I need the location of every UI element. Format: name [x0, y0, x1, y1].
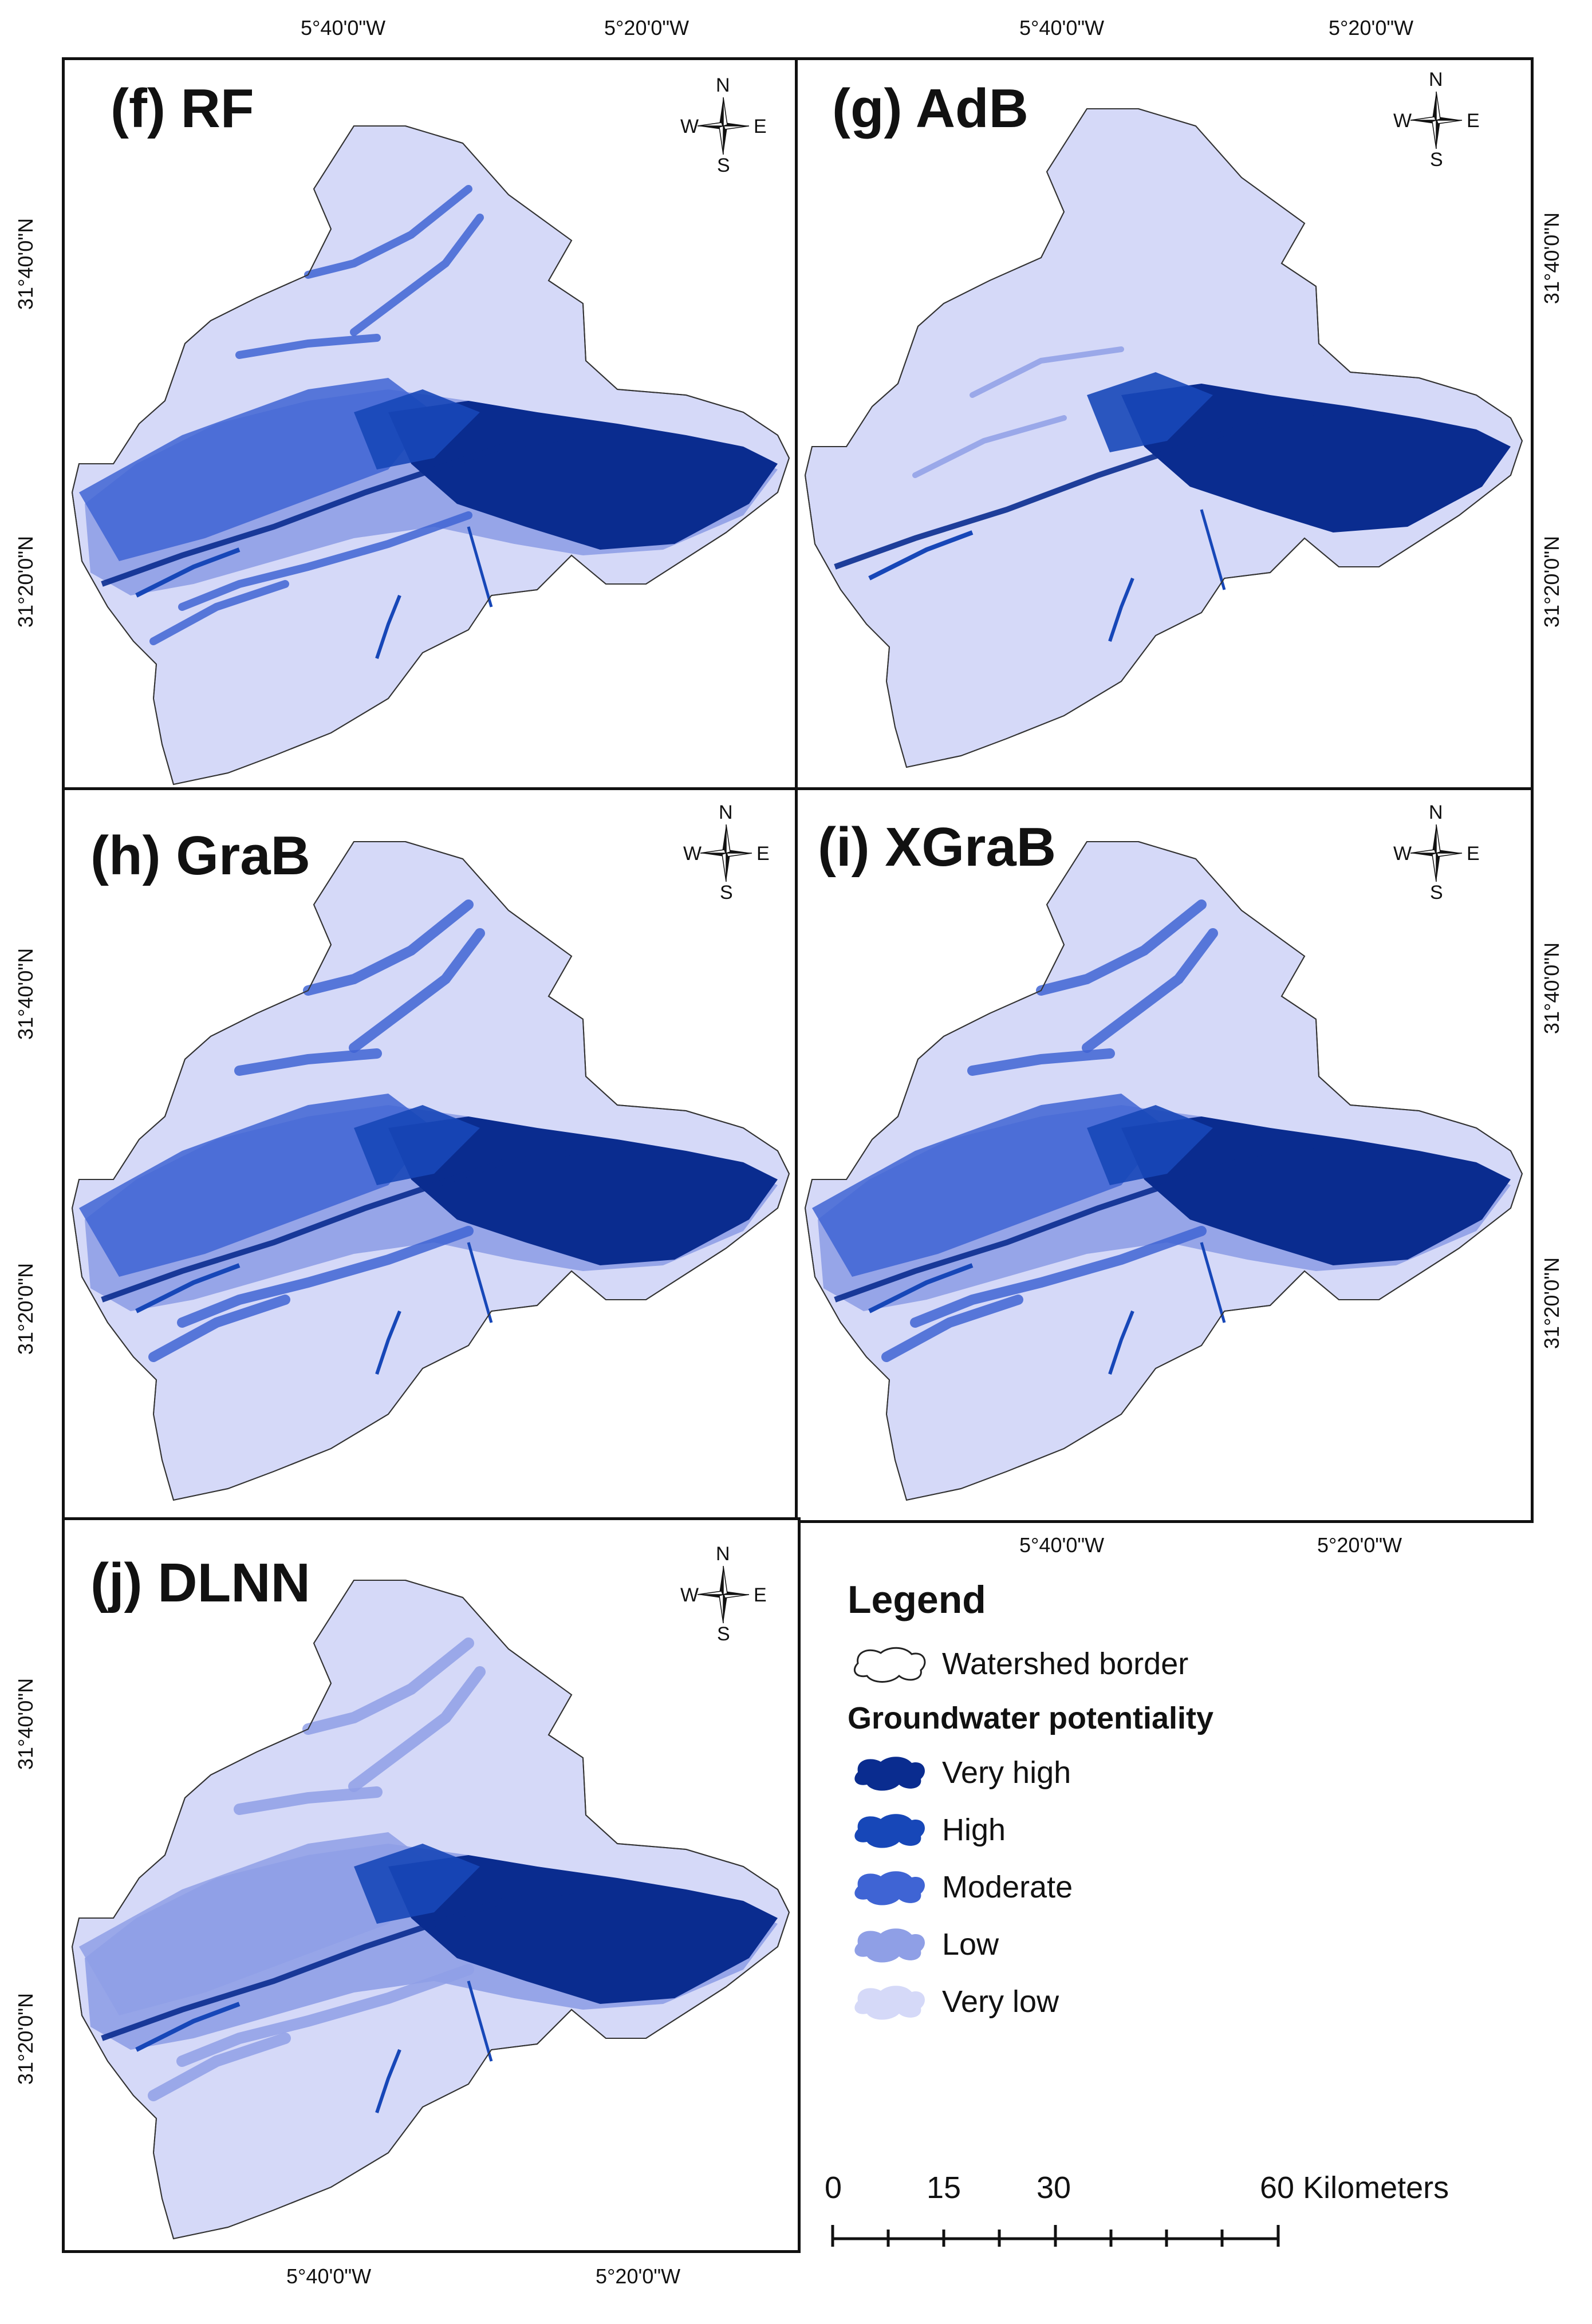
lat-label-right: 31°40'0"N [1540, 942, 1564, 1035]
lon-label-top: 5°20'0"W [604, 16, 689, 40]
compass-n: N [1429, 69, 1443, 90]
lon-label-mid: 5°20'0"W [1317, 1533, 1402, 1557]
legend-item-moderate: Moderate [848, 1864, 1477, 1909]
lat-label-left: 31°40'0"N [14, 948, 38, 1040]
compass-n: N [716, 74, 730, 96]
scale-label-60: 60 Kilometers [1260, 2171, 1449, 2205]
map-h [71, 841, 790, 1501]
scale-bar-line [831, 2225, 1280, 2247]
compass-w: W [1393, 110, 1412, 132]
compass-s: S [1430, 149, 1443, 171]
compass-s: S [1430, 882, 1443, 903]
legend-label: Moderate [942, 1870, 1073, 1904]
lon-label-top: 5°20'0"W [1329, 16, 1414, 40]
legend-swatch [854, 1757, 925, 1791]
panel-title-j: (j) DLNN [90, 1552, 310, 1613]
legend-swatch [854, 1814, 925, 1848]
lon-label-mid: 5°40'0"W [1019, 1533, 1105, 1557]
map-g [804, 108, 1523, 768]
scale-label-15: 15 [927, 2171, 961, 2205]
legend-item-low: Low [848, 1921, 1477, 1967]
legend-label: High [942, 1813, 1006, 1847]
lat-label-left: 31°20'0"N [14, 1992, 38, 2085]
legend-label-border: Watershed border [942, 1647, 1189, 1681]
lon-label-bottom: 5°40'0"W [286, 2264, 372, 2288]
compass-n: N [1429, 802, 1443, 823]
compass-e: E [1467, 110, 1480, 132]
lat-label-left: 31°40'0"N [14, 218, 38, 310]
map-f [71, 125, 790, 786]
lon-label-top: 5°40'0"W [301, 16, 386, 40]
panel-title-i: (i) XGraB [818, 816, 1057, 878]
map-j [71, 1580, 790, 2240]
lat-label-left: 31°20'0"N [14, 1262, 38, 1355]
legend: Legend Watershed border Groundwater pote… [842, 1577, 1529, 2093]
lat-label-right: 31°20'0"N [1540, 1257, 1564, 1350]
map-i [804, 841, 1523, 1501]
compass-w: W [1393, 843, 1412, 865]
legend-item-very-high: Very high [848, 1749, 1477, 1795]
panel-title-f: (f) RF [111, 78, 254, 139]
legend-label: Very high [942, 1755, 1071, 1790]
compass-s: S [717, 1623, 730, 1645]
legend-group-title: Groundwater potentiality [848, 1701, 1214, 1735]
compass-n: N [716, 1543, 730, 1565]
scale-label-0: 0 [825, 2171, 842, 2205]
scale-label-30: 30 [1037, 2171, 1071, 2205]
compass-s: S [717, 155, 730, 176]
compass-w: W [683, 843, 702, 865]
compass-w: W [680, 1584, 699, 1606]
lat-label-left: 31°40'0"N [14, 1678, 38, 1770]
lon-label-top: 5°40'0"W [1019, 16, 1105, 40]
legend-swatch [854, 1986, 925, 2020]
legend-title: Legend [848, 1578, 986, 1621]
legend-item-border: Watershed border [848, 1640, 1477, 1686]
compass-w: W [680, 116, 699, 137]
lat-label-left: 31°20'0"N [14, 535, 38, 628]
compass-e: E [754, 116, 767, 137]
legend-swatch [854, 1871, 925, 1905]
legend-label: Very low [942, 1984, 1059, 2019]
compass-e: E [1467, 843, 1480, 865]
panel-title-h: (h) GraB [90, 825, 310, 886]
lon-label-bottom: 5°20'0"W [596, 2264, 681, 2288]
panel-title-g: (g) AdB [832, 78, 1029, 139]
legend-label: Low [942, 1927, 999, 1962]
compass-e: E [756, 843, 770, 865]
compass-e: E [754, 1584, 767, 1606]
lat-label-right: 31°20'0"N [1540, 535, 1564, 628]
scale-bar: 0 15 30 60 Kilometers [825, 2170, 1512, 2250]
legend-item-very-low: Very low [848, 1978, 1477, 2024]
legend-item-high: High [848, 1806, 1477, 1852]
legend-swatch [854, 1928, 925, 1963]
compass-s: S [720, 882, 733, 903]
lat-label-right: 31°40'0"N [1540, 212, 1564, 305]
compass-n: N [719, 802, 733, 823]
watershed-border-swatch [854, 1647, 926, 1683]
